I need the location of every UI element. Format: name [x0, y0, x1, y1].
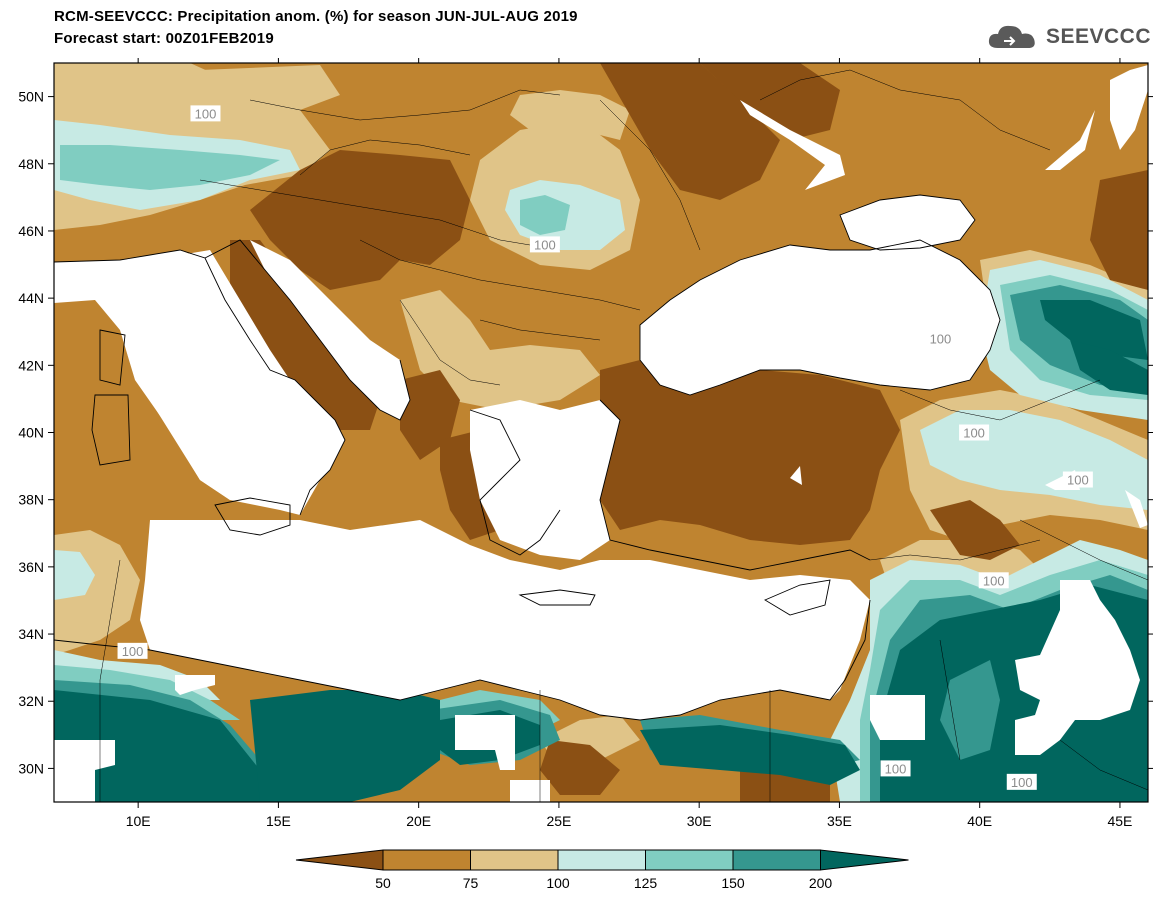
lat-tick-label: 30N [18, 760, 44, 776]
lat-tick-label: 48N [18, 156, 44, 172]
colorbar-segment [470, 849, 559, 871]
contour-label: 100 [963, 426, 985, 441]
lon-tick-label: 25E [546, 813, 571, 829]
anomaly-field [54, 63, 1148, 802]
contour-label: 100 [195, 106, 217, 121]
lon-tick-label: 15E [266, 813, 291, 829]
lat-tick-label: 42N [18, 357, 44, 373]
lat-tick-label: 36N [18, 559, 44, 575]
contour-label-bg [1006, 773, 1037, 790]
lon-tick-label: 45E [1107, 813, 1132, 829]
seevccc-logo: SEEVCCC [986, 22, 1151, 52]
colorbar-label: 150 [721, 875, 745, 891]
longitude-axis: 10E 15E 20E 25E 30E 35E 40E 45E [126, 58, 1132, 829]
contour-label-bg [1062, 471, 1093, 488]
contour-label-bg [117, 642, 148, 659]
contour-label-bg [880, 760, 911, 777]
coastlines [54, 194, 1001, 721]
colorbar-segment [645, 849, 734, 871]
contour-label-bg [978, 572, 1009, 589]
lon-tick-label: 30E [687, 813, 712, 829]
cloud-icon [988, 25, 1035, 48]
contour-label-bg [190, 105, 221, 122]
lat-tick-label: 34N [18, 626, 44, 642]
lon-tick-label: 20E [406, 813, 431, 829]
colorbar-segment [557, 849, 646, 871]
colorbar: 50 75 100 125 150 200 [295, 849, 909, 891]
colorbar-label: 50 [375, 875, 391, 891]
colorbar-label: 100 [546, 875, 570, 891]
lat-tick-label: 46N [18, 223, 44, 239]
colorbar-segment [382, 849, 471, 871]
contour-label-bg [529, 236, 560, 253]
colorbar-label: 200 [809, 875, 833, 891]
contour-label: 100 [1011, 775, 1033, 790]
colorbar-low-arrow [295, 849, 384, 871]
lat-tick-label: 32N [18, 693, 44, 709]
lat-tick-label: 44N [18, 290, 44, 306]
lat-tick-label: 38N [18, 492, 44, 508]
contour-label: 100 [534, 237, 556, 252]
colorbar-high-arrow [820, 849, 909, 871]
contour-label: 100 [122, 644, 144, 659]
map-title: RCM-SEEVCCC: Precipitation anom. (%) for… [54, 8, 578, 25]
latitude-axis: 50N 48N 46N 44N 42N 40N 38N 36N 34N 32N 30N [18, 89, 1153, 776]
lon-tick-label: 10E [126, 813, 151, 829]
lon-tick-label: 35E [827, 813, 852, 829]
lon-tick-label: 40E [967, 813, 992, 829]
lat-tick-label: 50N [18, 89, 44, 105]
lat-tick-label: 40N [18, 425, 44, 441]
contour-label: 100 [1067, 473, 1089, 488]
colorbar-label: 75 [463, 875, 479, 891]
contour-label: 100 [983, 573, 1005, 588]
contour-labels: 100 100 100 100 100 100 100 100 100 [117, 105, 1093, 790]
colorbar-label: 125 [634, 875, 658, 891]
country-borders [99, 69, 1148, 802]
logo-text: SEEVCCC [1045, 25, 1151, 48]
colorbar-segment [732, 849, 821, 871]
contour-label-bg [925, 330, 956, 347]
contour-label: 100 [930, 331, 952, 346]
contour-label-bg [959, 424, 990, 441]
forecast-start-label: Forecast start: 00Z01FEB2019 [54, 30, 274, 47]
contour-label: 100 [885, 761, 907, 776]
